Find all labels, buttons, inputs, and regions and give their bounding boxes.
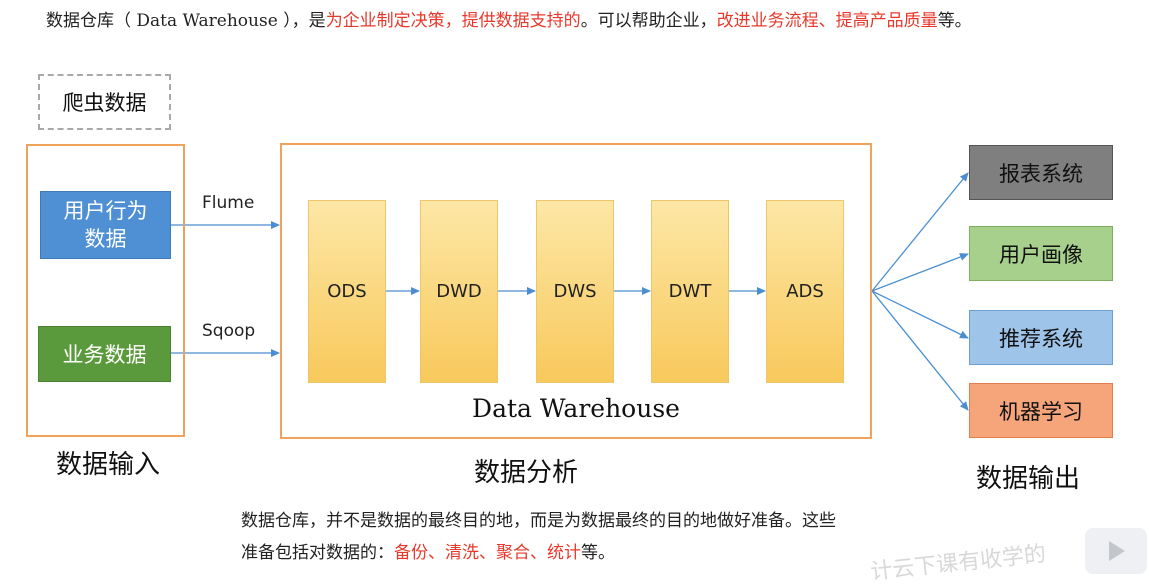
bottom-line-2-suffix: 等。 [581,543,615,563]
layer-dwd-label: DWD [436,281,482,302]
data-warehouse-title: Data Warehouse [472,394,680,423]
intro-part-2: ），是 [283,11,326,31]
user-behavior-label-line1: 用户行为 [63,199,148,223]
layer-dwt-label: DWT [668,281,712,302]
sqoop-label: Sqoop [202,321,256,341]
crawler-data-label: 爬虫数据 [62,91,147,115]
intro-text: 数据仓库（ Data Warehouse ），是为企业制定决策，提供数据支持的。… [46,8,972,34]
layer-dws-label: DWS [553,281,597,302]
output-report-label: 报表系统 [999,161,1083,186]
output-machine-learning: 机器学习 [969,383,1113,438]
bottom-line-2-prefix: 准备包括对数据的： [241,543,394,563]
layer-ads: ADS [766,200,844,383]
bottom-explanation: 数据仓库，并不是数据的最终目的地，而是为数据最终的目的地做好准备。这些 准备包括… [241,505,961,569]
intro-dw-term: Data Warehouse [131,11,284,31]
arrow-to-ml [871,290,969,411]
intro-highlight-1: 为企业制定决策，提供数据支持的 [325,11,581,31]
output-user-profile: 用户画像 [969,226,1113,281]
layer-dws: DWS [536,200,614,383]
output-recommend-label: 推荐系统 [999,326,1083,351]
output-recommendation-system: 推荐系统 [969,310,1113,365]
bottom-line-2: 准备包括对数据的：备份、清洗、聚合、统计等。 [241,537,961,569]
output-ml-label: 机器学习 [999,399,1083,424]
bottom-line-2-highlight: 备份、清洗、聚合、统计 [394,543,581,563]
bottom-line-1: 数据仓库，并不是数据的最终目的地，而是为数据最终的目的地做好准备。这些 [241,511,836,531]
user-behavior-label-line2: 数据 [84,227,127,251]
play-icon [1109,541,1125,561]
intro-part-3: 。可以帮助企业， [580,11,717,31]
layer-ods: ODS [308,200,386,383]
layer-dwd: DWD [420,200,498,383]
output-report-system: 报表系统 [969,145,1113,200]
arrow-to-report [871,172,969,292]
intro-part-4: 等。 [937,11,972,31]
crawler-data-box: 爬虫数据 [38,74,171,130]
intro-part-1: 数据仓库（ [46,11,131,31]
data-output-title: 数据输出 [976,464,1081,494]
diagram-arrows [171,172,969,411]
business-data-label: 业务数据 [62,343,147,367]
output-profile-label: 用户画像 [999,242,1083,267]
intro-highlight-2: 改进业务流程、提高产品质量 [716,11,938,31]
data-warehouse-frame [280,143,872,439]
business-data-box: 业务数据 [38,326,171,382]
layer-dwt: DWT [651,200,729,383]
data-input-frame [26,144,185,437]
flume-label: Flume [202,193,255,213]
user-behavior-data-box: 用户行为 数据 [40,191,171,259]
data-input-title: 数据输入 [56,450,161,480]
arrow-to-recommend [871,290,969,339]
data-analysis-title: 数据分析 [474,458,579,488]
layer-ads-label: ADS [786,281,824,302]
layer-ods-label: ODS [327,281,367,302]
play-button[interactable] [1085,528,1147,574]
arrow-to-profile [871,253,969,292]
